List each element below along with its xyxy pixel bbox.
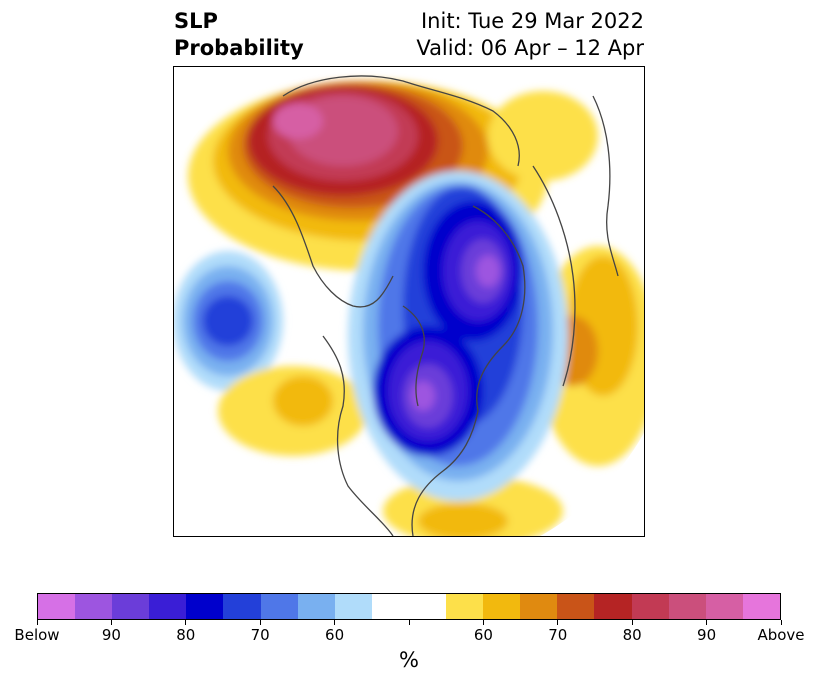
above-region-95 [273, 103, 323, 139]
colorbar [37, 593, 781, 620]
colorbar-tick-label: 70 [548, 626, 568, 644]
colorbar-swatch [223, 594, 261, 619]
above-northeast [488, 91, 598, 181]
colorbar-tick-label: 80 [622, 626, 642, 644]
colorbar-swatch [38, 594, 76, 619]
colorbar-tick-label: 80 [176, 626, 196, 644]
units-label: % [399, 648, 419, 672]
date-info: Init: Tue 29 Mar 2022 Valid: 06 Apr – 12… [416, 8, 644, 62]
colorbar-swatch [668, 594, 706, 619]
colorbar-tick-label: 70 [250, 626, 270, 644]
colorbar-tick-label: Above [757, 626, 805, 644]
colorbar-swatch [705, 594, 743, 619]
title-line-2: Probability [174, 36, 304, 60]
map-frame [173, 66, 645, 537]
colorbar-tick [706, 620, 708, 625]
colorbar-tick [259, 620, 261, 625]
init-date-label: Init: Tue 29 Mar 2022 [420, 9, 644, 33]
colorbar-tick [557, 620, 559, 625]
title-line-1: SLP [174, 9, 218, 33]
valid-date-label: Valid: 06 Apr – 12 Apr [416, 36, 644, 60]
colorbar-tick [185, 620, 187, 625]
colorbar-swatch [371, 594, 409, 619]
colorbar-tick [408, 620, 410, 625]
map-title: SLP Probability [174, 8, 304, 62]
colorbar-swatch [446, 594, 484, 619]
colorbar-swatch [594, 594, 632, 619]
below-south-95 [411, 381, 435, 411]
colorbar-swatch [260, 594, 298, 619]
above-southwest-60 [273, 376, 333, 426]
colorbar-swatch [75, 594, 113, 619]
colorbar-tick-label: 90 [101, 626, 121, 644]
colorbar-tick-label: 90 [697, 626, 717, 644]
colorbar-swatch [334, 594, 372, 619]
colorbar-tick [780, 620, 782, 625]
coastlines [272, 75, 619, 537]
colorbar-swatch [742, 594, 780, 619]
colorbar-swatch [297, 594, 335, 619]
below-west-80 [203, 296, 253, 346]
colorbar-swatch [631, 594, 669, 619]
below-north-95 [476, 255, 500, 287]
probability-map [173, 66, 645, 537]
colorbar-swatch [149, 594, 187, 619]
colorbar-tick [334, 620, 336, 625]
colorbar-swatch [186, 594, 224, 619]
colorbar-tick [482, 620, 484, 625]
colorbar-tick-label: Below [14, 626, 60, 644]
colorbar-swatch [557, 594, 595, 619]
colorbar-tick [631, 620, 633, 625]
colorbar-tick-label: 60 [473, 626, 493, 644]
colorbar-tick [36, 620, 38, 625]
colorbar-swatch [520, 594, 558, 619]
colorbar-swatch [112, 594, 150, 619]
colorbar-swatch [483, 594, 521, 619]
colorbar-tick-label: 60 [325, 626, 345, 644]
colorbar-swatch [408, 594, 447, 619]
above-south-60 [418, 503, 508, 537]
colorbar-tick [110, 620, 112, 625]
